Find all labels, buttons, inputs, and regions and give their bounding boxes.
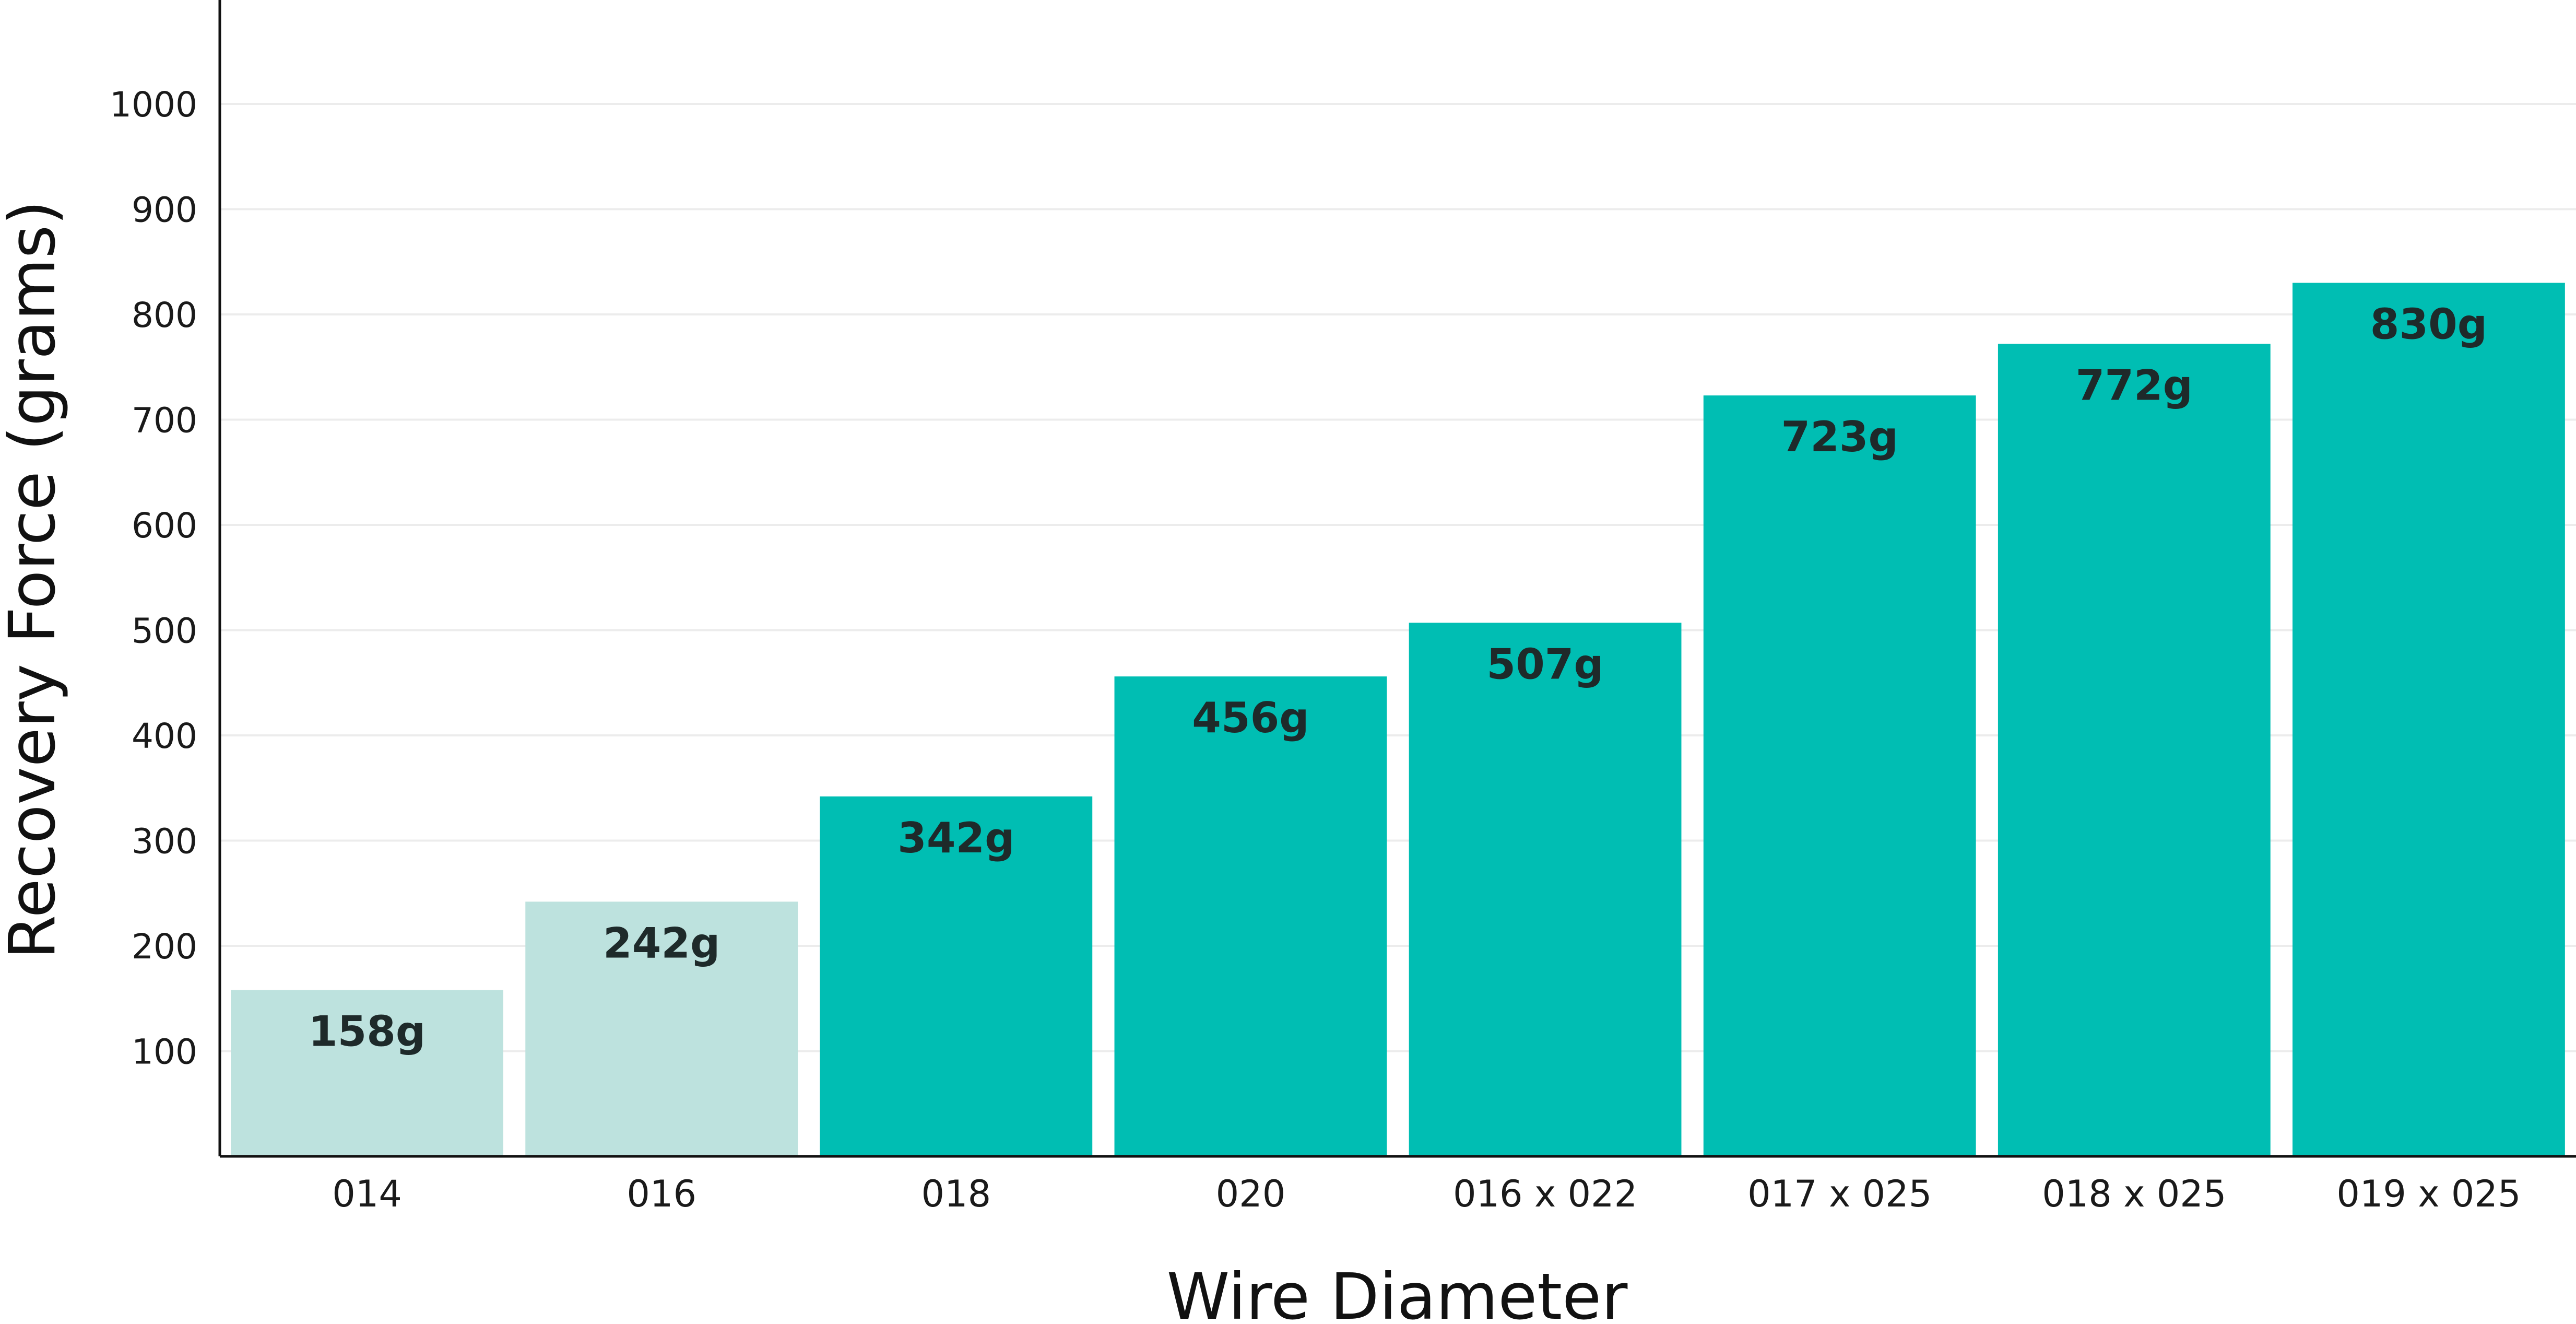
x-tick-label-7: 018 x 025 <box>2042 1173 2226 1215</box>
x-tick-labels: 014 016 018 020 016 x 022 017 x 025 018 x 025 0… <box>332 1173 2521 1215</box>
data-label-2: 242g <box>603 919 720 967</box>
bar-8 <box>2293 283 2565 1156</box>
y-tick-labels: 100 200 300 400 500 600 700 800 900 1000 <box>110 85 197 1072</box>
x-tick-label-2: 016 <box>627 1173 696 1215</box>
data-label-7: 772g <box>2076 361 2193 409</box>
data-label-3: 342g <box>897 814 1014 862</box>
data-label-4: 456g <box>1192 694 1309 742</box>
data-label-6: 723g <box>1781 413 1898 461</box>
bar-1 <box>231 990 503 1156</box>
data-label-8: 830g <box>2370 300 2487 349</box>
bars <box>231 283 2565 1157</box>
data-label-1: 158g <box>309 1007 426 1056</box>
y-tick-label-700: 700 <box>132 401 197 441</box>
y-tick-label-1000: 1000 <box>110 85 197 125</box>
y-tick-label-600: 600 <box>132 506 197 546</box>
x-axis-title: Wire Diameter <box>1167 1260 1628 1322</box>
bar-2 <box>525 901 798 1156</box>
y-tick-label-400: 400 <box>132 716 197 756</box>
y-tick-label-500: 500 <box>132 611 197 651</box>
x-tick-label-3: 018 <box>921 1173 991 1215</box>
data-label-5: 507g <box>1486 640 1603 688</box>
bar-3 <box>820 796 1093 1156</box>
x-tick-label-8: 019 x 025 <box>2336 1173 2521 1215</box>
y-tick-label-800: 800 <box>132 295 197 335</box>
x-tick-label-4: 020 <box>1216 1173 1286 1215</box>
bar-7 <box>1998 344 2271 1157</box>
y-tick-label-900: 900 <box>132 190 197 230</box>
y-tick-label-100: 100 <box>132 1032 197 1072</box>
axes <box>218 0 2576 1158</box>
x-tick-label-5: 016 x 022 <box>1453 1173 1637 1215</box>
data-labels: 158g 242g 342g 456g 507g 723g 772g 830g <box>309 300 2487 1056</box>
bar-6 <box>1703 395 1976 1156</box>
y-axis-title: Recovery Force (grams) <box>0 200 69 959</box>
y-tick-label-200: 200 <box>132 927 197 967</box>
y-tick-label-300: 300 <box>132 822 197 862</box>
bar-4 <box>1114 676 1387 1156</box>
x-tick-label-6: 017 x 025 <box>1747 1173 1932 1215</box>
bar-5 <box>1409 623 1682 1156</box>
x-tick-label-1: 014 <box>332 1173 402 1215</box>
